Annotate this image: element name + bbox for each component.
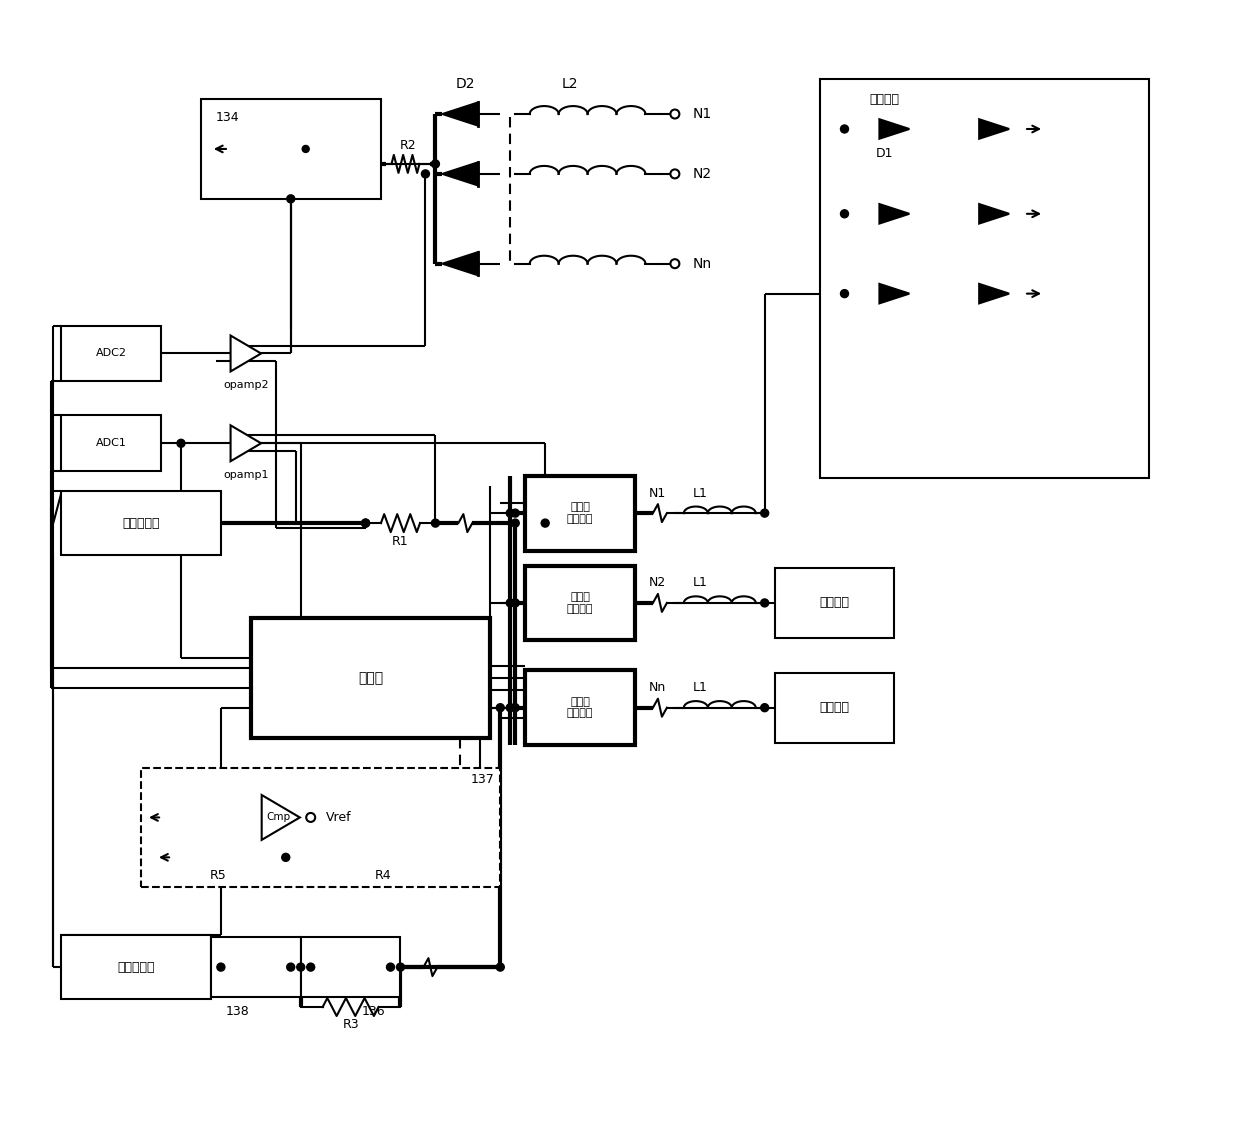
Text: 调失谐
驱动电路: 调失谐 驱动电路 — [567, 592, 593, 613]
Polygon shape — [980, 283, 1009, 304]
Text: opamp1: opamp1 — [223, 470, 269, 480]
Circle shape — [506, 599, 515, 607]
Bar — [775, 673, 894, 743]
Circle shape — [841, 209, 848, 217]
Text: 调失谐
驱动电路: 调失谐 驱动电路 — [567, 696, 593, 718]
Circle shape — [362, 519, 370, 527]
Text: D2: D2 — [455, 77, 475, 91]
Text: R5: R5 — [210, 868, 227, 882]
Text: N2: N2 — [693, 167, 712, 181]
Polygon shape — [980, 204, 1009, 223]
Circle shape — [506, 509, 515, 517]
Text: −: − — [234, 430, 244, 440]
Text: Nn: Nn — [693, 257, 712, 271]
Text: 134: 134 — [216, 112, 239, 124]
Polygon shape — [443, 102, 479, 125]
Polygon shape — [231, 426, 262, 461]
Text: R1: R1 — [392, 535, 409, 547]
Circle shape — [541, 519, 549, 527]
Circle shape — [281, 854, 290, 861]
Text: R4: R4 — [374, 868, 392, 882]
Circle shape — [841, 290, 848, 298]
Text: N1: N1 — [693, 107, 712, 121]
Polygon shape — [879, 283, 909, 304]
Circle shape — [286, 963, 295, 971]
Text: 线圈阵列: 线圈阵列 — [820, 701, 849, 715]
Text: 138: 138 — [226, 1005, 249, 1019]
Circle shape — [511, 599, 520, 607]
Circle shape — [760, 599, 769, 607]
Circle shape — [422, 170, 429, 178]
Polygon shape — [443, 251, 479, 275]
Bar — [201, 99, 381, 199]
Text: 136: 136 — [362, 1005, 386, 1019]
Text: opamp2: opamp2 — [223, 380, 269, 390]
Text: 线圈阵列: 线圈阵列 — [820, 596, 849, 610]
Circle shape — [506, 703, 515, 711]
Text: D1: D1 — [875, 148, 893, 160]
Bar — [141, 767, 500, 888]
Circle shape — [296, 963, 305, 971]
Circle shape — [496, 963, 505, 971]
Text: N1: N1 — [649, 487, 666, 500]
Bar — [301, 938, 401, 997]
Text: Cmp: Cmp — [267, 813, 291, 823]
Circle shape — [217, 963, 224, 971]
Text: N2: N2 — [649, 577, 666, 589]
Bar — [775, 568, 894, 637]
Circle shape — [177, 439, 185, 447]
Circle shape — [303, 146, 309, 152]
Text: Vref: Vref — [326, 811, 351, 824]
Text: 137: 137 — [470, 773, 494, 785]
Text: 调失谐
驱动电路: 调失谐 驱动电路 — [567, 502, 593, 523]
Polygon shape — [879, 204, 909, 223]
Text: 第二电压源: 第二电压源 — [118, 960, 155, 974]
Text: R3: R3 — [342, 1019, 358, 1031]
Circle shape — [362, 519, 370, 527]
Bar — [61, 935, 211, 999]
Circle shape — [387, 963, 394, 971]
Bar — [61, 325, 161, 381]
Text: ADC2: ADC2 — [95, 348, 126, 358]
Circle shape — [496, 703, 505, 711]
Text: 第一电压源: 第一电压源 — [123, 517, 160, 529]
Bar — [211, 938, 301, 997]
Text: L1: L1 — [692, 487, 707, 500]
Circle shape — [397, 963, 404, 971]
Circle shape — [432, 160, 439, 168]
Bar — [526, 476, 635, 551]
Text: −: − — [234, 340, 244, 351]
Text: +: + — [234, 446, 244, 456]
Circle shape — [760, 509, 769, 517]
Circle shape — [306, 963, 315, 971]
Text: L1: L1 — [692, 577, 707, 589]
Circle shape — [511, 509, 520, 517]
Circle shape — [511, 703, 520, 711]
Polygon shape — [879, 119, 909, 139]
Text: L2: L2 — [562, 77, 578, 91]
Circle shape — [841, 125, 848, 133]
Text: R2: R2 — [399, 140, 417, 152]
Bar — [526, 670, 635, 745]
Circle shape — [432, 519, 439, 527]
Polygon shape — [980, 119, 1009, 139]
Polygon shape — [231, 336, 262, 371]
Circle shape — [760, 703, 769, 711]
Bar — [526, 566, 635, 641]
Text: +: + — [234, 356, 244, 366]
Text: 处理器: 处理器 — [358, 670, 383, 685]
Bar — [820, 80, 1148, 478]
Circle shape — [286, 195, 295, 203]
Circle shape — [511, 519, 520, 527]
Text: ADC1: ADC1 — [95, 438, 126, 448]
Bar — [61, 492, 221, 555]
Text: L1: L1 — [692, 682, 707, 694]
Bar — [61, 415, 161, 471]
Bar — [250, 618, 490, 737]
Text: Nn: Nn — [649, 682, 666, 694]
Polygon shape — [443, 163, 479, 185]
Polygon shape — [262, 795, 300, 840]
Text: 线圈阵列: 线圈阵列 — [869, 92, 899, 106]
